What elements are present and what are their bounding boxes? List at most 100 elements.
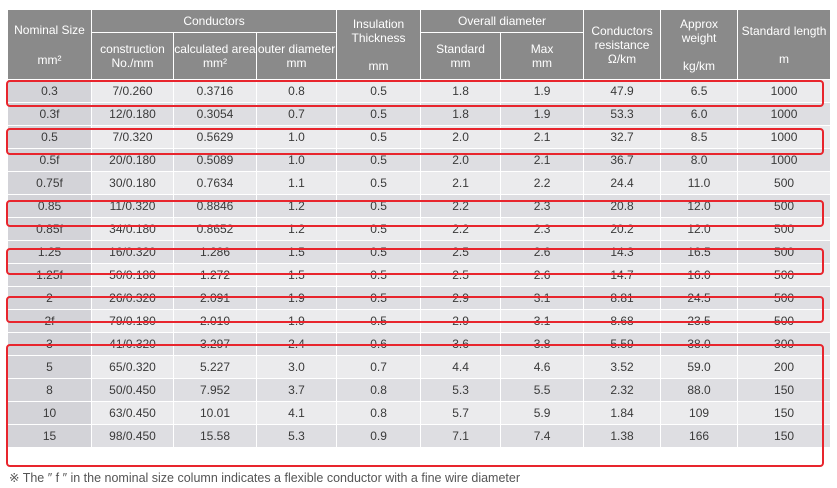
cell-nominal-size: 0.5 — [7, 125, 92, 149]
footnote: ※ The ″ f ″ in the nominal size column i… — [9, 471, 521, 485]
cell-calculated-area: 7.952 — [173, 378, 257, 402]
cell-construction: 16/0.320 — [91, 240, 174, 264]
cell-calculated-area: 2.010 — [173, 309, 257, 333]
header-calculated-area: calculated area mm² — [173, 32, 257, 80]
cell-approx-weight: 166 — [660, 424, 739, 448]
table-row: 0.3 7/0.260 0.3716 0.8 0.5 1.8 1.9 47.9 6.5 1000 — [7, 79, 832, 103]
cell-standard-length: 300 — [737, 332, 832, 356]
cropped-blue-title-fragment — [270, 0, 360, 5]
cell-standard-length: 500 — [737, 240, 832, 264]
cell-construction: 7/0.260 — [91, 79, 174, 103]
cell-standard-length: 1000 — [737, 102, 832, 126]
cell-standard-length: 150 — [737, 378, 832, 402]
cell-standard-length: 200 — [737, 355, 832, 379]
cell-conductor-resistance: 1.38 — [583, 424, 662, 448]
cell-max-diameter: 5.5 — [500, 378, 585, 402]
cell-outer-diameter: 3.0 — [255, 355, 338, 379]
cell-calculated-area: 0.5629 — [173, 125, 257, 149]
cell-nominal-size: 2 — [7, 286, 92, 310]
table-row: 2 26/0.320 2.091 1.9 0.5 2.9 3.1 8.81 24.5 500 — [7, 286, 832, 310]
cell-standard-diameter: 2.5 — [420, 240, 502, 264]
cell-calculated-area: 0.5089 — [173, 148, 257, 172]
cell-calculated-area: 1.286 — [173, 240, 257, 264]
cell-calculated-area: 0.7634 — [173, 171, 257, 195]
cell-calculated-area: 0.3054 — [173, 102, 257, 126]
cell-standard-diameter: 2.2 — [420, 217, 502, 241]
cell-calculated-area: 0.3716 — [173, 79, 257, 103]
cell-construction: 41/0.320 — [91, 332, 174, 356]
cell-calculated-area: 2.091 — [173, 286, 257, 310]
cell-conductor-resistance: 8.68 — [583, 309, 662, 333]
cell-nominal-size: 0.85f — [7, 217, 92, 241]
cell-max-diameter: 1.9 — [500, 102, 585, 126]
cell-standard-diameter: 3.6 — [420, 332, 502, 356]
header-overall-diameter: Overall diameter — [420, 9, 585, 33]
cell-max-diameter: 4.6 — [500, 355, 585, 379]
cell-insulation-thickness: 0.5 — [336, 240, 422, 264]
cell-nominal-size: 2f — [7, 309, 92, 333]
table-row: 3 41/0.320 3.297 2.4 0.6 3.6 3.8 5.59 38.0 300 — [7, 332, 832, 356]
header-construction: construction No./mm — [91, 32, 174, 80]
cell-standard-diameter: 2.9 — [420, 309, 502, 333]
cell-insulation-thickness: 0.5 — [336, 171, 422, 195]
cell-outer-diameter: 1.9 — [255, 309, 338, 333]
cell-approx-weight: 24.5 — [660, 286, 739, 310]
cell-nominal-size: 0.75f — [7, 171, 92, 195]
cell-outer-diameter: 1.2 — [255, 194, 338, 218]
cell-conductor-resistance: 20.8 — [583, 194, 662, 218]
table-row: 0.85 11/0.320 0.8846 1.2 0.5 2.2 2.3 20.8 12.0 50… — [7, 194, 832, 218]
cell-insulation-thickness: 0.5 — [336, 194, 422, 218]
cell-construction: 34/0.180 — [91, 217, 174, 241]
cell-conductor-resistance: 14.3 — [583, 240, 662, 264]
cell-standard-length: 500 — [737, 171, 832, 195]
cell-standard-diameter: 5.7 — [420, 401, 502, 425]
cell-outer-diameter: 0.7 — [255, 102, 338, 126]
table-row: 1.25f 50/0.180 1.272 1.5 0.5 2.5 2.6 14.7 16.0 50… — [7, 263, 832, 287]
cell-insulation-thickness: 0.6 — [336, 332, 422, 356]
header-conductor-resistance: Conductors resistance Ω/km — [583, 9, 662, 80]
cell-conductor-resistance: 36.7 — [583, 148, 662, 172]
cell-standard-diameter: 5.3 — [420, 378, 502, 402]
header-max-diameter: Max mm — [500, 32, 585, 80]
cell-conductor-resistance: 53.3 — [583, 102, 662, 126]
cell-standard-diameter: 2.0 — [420, 125, 502, 149]
cell-conductor-resistance: 24.4 — [583, 171, 662, 195]
cell-calculated-area: 3.297 — [173, 332, 257, 356]
cell-max-diameter: 5.9 — [500, 401, 585, 425]
cell-approx-weight: 16.0 — [660, 263, 739, 287]
cell-insulation-thickness: 0.5 — [336, 102, 422, 126]
cell-max-diameter: 2.6 — [500, 263, 585, 287]
cell-approx-weight: 11.0 — [660, 171, 739, 195]
table-row: 15 98/0.450 15.58 5.3 0.9 7.1 7.4 1.38 166 150 — [7, 424, 832, 448]
cell-nominal-size: 10 — [7, 401, 92, 425]
cell-standard-length: 500 — [737, 309, 832, 333]
cell-nominal-size: 0.5f — [7, 148, 92, 172]
cell-standard-length: 1000 — [737, 79, 832, 103]
cell-approx-weight: 109 — [660, 401, 739, 425]
cell-outer-diameter: 1.5 — [255, 263, 338, 287]
cell-conductor-resistance: 47.9 — [583, 79, 662, 103]
cell-max-diameter: 2.1 — [500, 125, 585, 149]
cell-construction: 26/0.320 — [91, 286, 174, 310]
table-row: 0.5f 20/0.180 0.5089 1.0 0.5 2.0 2.1 36.7 8.0 100… — [7, 148, 832, 172]
cell-standard-diameter: 2.1 — [420, 171, 502, 195]
cell-approx-weight: 8.5 — [660, 125, 739, 149]
cell-max-diameter: 1.9 — [500, 79, 585, 103]
table-row: 0.5 7/0.320 0.5629 1.0 0.5 2.0 2.1 32.7 8.5 1000 — [7, 125, 832, 149]
cell-max-diameter: 2.3 — [500, 194, 585, 218]
cell-max-diameter: 2.2 — [500, 171, 585, 195]
table-row: 10 63/0.450 10.01 4.1 0.8 5.7 5.9 1.84 109 150 — [7, 401, 832, 425]
cell-conductor-resistance: 1.84 — [583, 401, 662, 425]
cell-insulation-thickness: 0.5 — [336, 148, 422, 172]
table-row: 1.25 16/0.320 1.286 1.5 0.5 2.5 2.6 14.3 16.5 500 — [7, 240, 832, 264]
cell-construction: 12/0.180 — [91, 102, 174, 126]
cell-insulation-thickness: 0.7 — [336, 355, 422, 379]
cell-calculated-area: 0.8846 — [173, 194, 257, 218]
cell-conductor-resistance: 32.7 — [583, 125, 662, 149]
cell-standard-diameter: 2.0 — [420, 148, 502, 172]
cell-standard-length: 1000 — [737, 125, 832, 149]
cell-outer-diameter: 1.0 — [255, 125, 338, 149]
cell-nominal-size: 3 — [7, 332, 92, 356]
cell-approx-weight: 12.0 — [660, 194, 739, 218]
cell-max-diameter: 7.4 — [500, 424, 585, 448]
